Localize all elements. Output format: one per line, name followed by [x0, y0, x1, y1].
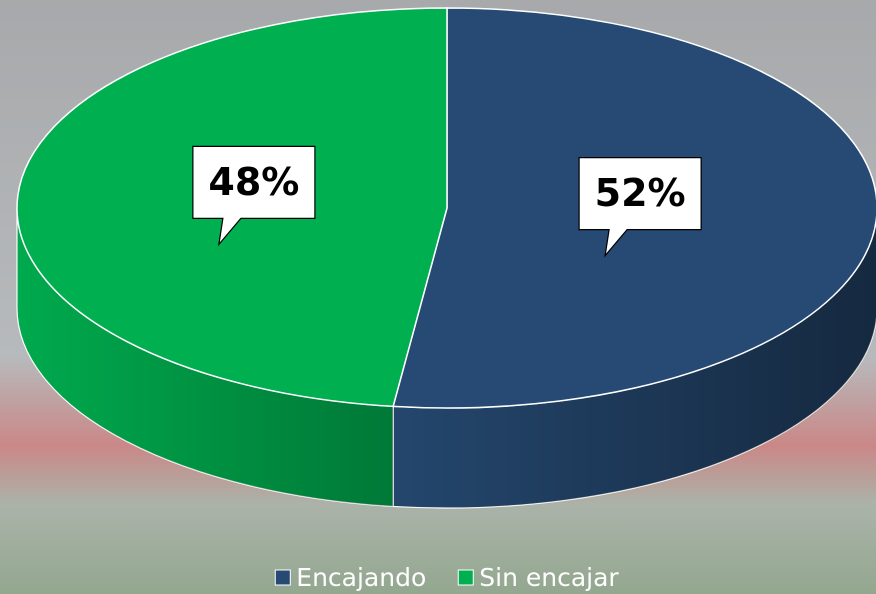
legend-swatch — [458, 570, 473, 585]
legend-label: Sin encajar — [479, 563, 619, 592]
data-label: 52% — [595, 171, 686, 215]
chart: 52% 48% Encajando Sin encajar — [0, 0, 876, 594]
legend-swatch — [275, 570, 290, 585]
pie: 52% 48% — [17, 8, 876, 508]
data-label: 48% — [208, 160, 299, 204]
legend-label: Encajando — [296, 563, 426, 592]
